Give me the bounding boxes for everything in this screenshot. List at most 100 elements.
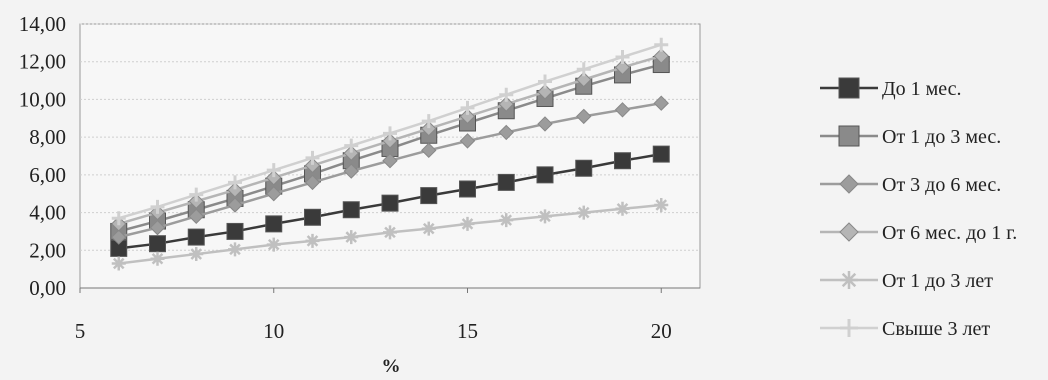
data-point xyxy=(499,213,514,228)
data-point xyxy=(266,169,282,186)
y-tick-label: 8,00 xyxy=(29,125,66,149)
series-3 xyxy=(111,95,669,245)
data-point xyxy=(228,242,242,257)
legend-item: От 1 до 3 мес. xyxy=(820,125,1001,148)
legend-label: От 1 до 3 мес. xyxy=(882,126,1001,148)
legend-item: От 1 до 3 лет xyxy=(820,270,993,292)
legend-marker xyxy=(838,77,860,99)
y-tick-label: 12,00 xyxy=(19,50,66,74)
data-point xyxy=(189,247,204,262)
legend-marker xyxy=(840,271,858,289)
data-point xyxy=(188,208,204,225)
data-point xyxy=(304,157,321,174)
legend: До 1 мес. От 1 до 3 мес. От 3 до 6 мес. От … xyxy=(820,77,1017,340)
data-point xyxy=(653,48,669,64)
data-point xyxy=(344,230,359,245)
data-point xyxy=(383,126,397,141)
data-point xyxy=(149,219,166,236)
data-point xyxy=(343,145,359,161)
legend-marker xyxy=(840,319,858,337)
y-tick-label: 4,00 xyxy=(29,201,66,225)
data-point xyxy=(576,205,591,220)
legend-marker xyxy=(838,125,860,147)
data-point xyxy=(536,166,554,184)
data-point xyxy=(343,163,359,179)
data-point xyxy=(420,187,438,205)
data-point xyxy=(538,74,552,89)
data-point xyxy=(499,87,514,102)
x-tick-label: 20 xyxy=(651,319,672,343)
data-point xyxy=(538,209,552,224)
data-point xyxy=(614,102,631,118)
data-point xyxy=(382,153,398,169)
data-point xyxy=(575,159,593,177)
legend-marker xyxy=(839,174,859,194)
data-point xyxy=(497,173,515,191)
data-point xyxy=(615,50,630,64)
data-point xyxy=(265,215,283,233)
x-axis-title: % xyxy=(382,356,401,377)
data-point xyxy=(266,163,281,178)
data-point xyxy=(654,37,669,52)
data-point xyxy=(654,198,669,213)
data-point xyxy=(381,194,399,212)
data-point xyxy=(344,138,359,153)
y-tick-label: 10,00 xyxy=(19,87,66,111)
data-point xyxy=(421,120,437,137)
data-point xyxy=(498,124,514,141)
data-point xyxy=(615,201,630,216)
data-point xyxy=(227,197,243,213)
data-point xyxy=(189,187,204,202)
data-point xyxy=(460,216,475,231)
legend-item: От 3 до 6 мес. xyxy=(820,174,1001,196)
data-point xyxy=(614,59,631,76)
data-point xyxy=(187,228,205,246)
data-point xyxy=(576,62,591,77)
legend-item: Свыше 3 лет xyxy=(820,318,990,340)
data-point xyxy=(421,114,436,129)
data-point xyxy=(111,211,126,226)
data-point xyxy=(342,201,360,219)
data-point xyxy=(382,133,398,149)
legend-label: От 3 до 6 мес. xyxy=(882,174,1001,196)
data-point xyxy=(498,96,514,112)
data-point xyxy=(576,71,592,88)
data-point xyxy=(227,182,243,198)
data-point xyxy=(266,237,281,252)
data-point xyxy=(305,233,320,248)
data-point xyxy=(421,142,437,159)
data-point xyxy=(150,251,165,266)
legend-label: До 1 мес. xyxy=(882,78,962,100)
data-point xyxy=(305,150,320,165)
data-point xyxy=(537,84,553,100)
data-point xyxy=(537,116,553,132)
series-4 xyxy=(111,48,669,232)
data-point xyxy=(383,225,397,240)
data-point xyxy=(459,133,476,149)
legend-marker xyxy=(839,222,859,242)
legend-label: От 1 до 3 лет xyxy=(882,270,993,292)
data-point xyxy=(226,222,244,240)
data-point xyxy=(614,152,631,170)
x-tick-label: 10 xyxy=(263,319,284,343)
data-point xyxy=(459,180,476,198)
legend-label: Свыше 3 лет xyxy=(882,318,990,340)
y-tick-label: 2,00 xyxy=(29,238,66,262)
data-point xyxy=(576,108,592,125)
y-tick-label: 6,00 xyxy=(29,163,66,187)
x-tick-label: 5 xyxy=(75,319,86,343)
y-tick-label: 14,00 xyxy=(19,12,66,36)
data-point xyxy=(304,174,321,191)
data-point xyxy=(653,95,669,111)
data-point xyxy=(111,229,127,245)
legend-label: От 6 мес. до 1 г. xyxy=(882,222,1017,244)
data-point xyxy=(266,186,282,202)
series-6 xyxy=(111,37,669,226)
data-point xyxy=(652,145,670,163)
data-point xyxy=(150,199,165,214)
y-tick-label: 0,00 xyxy=(29,276,66,300)
x-tick-label: 15 xyxy=(457,319,478,343)
series-5 xyxy=(111,198,669,271)
